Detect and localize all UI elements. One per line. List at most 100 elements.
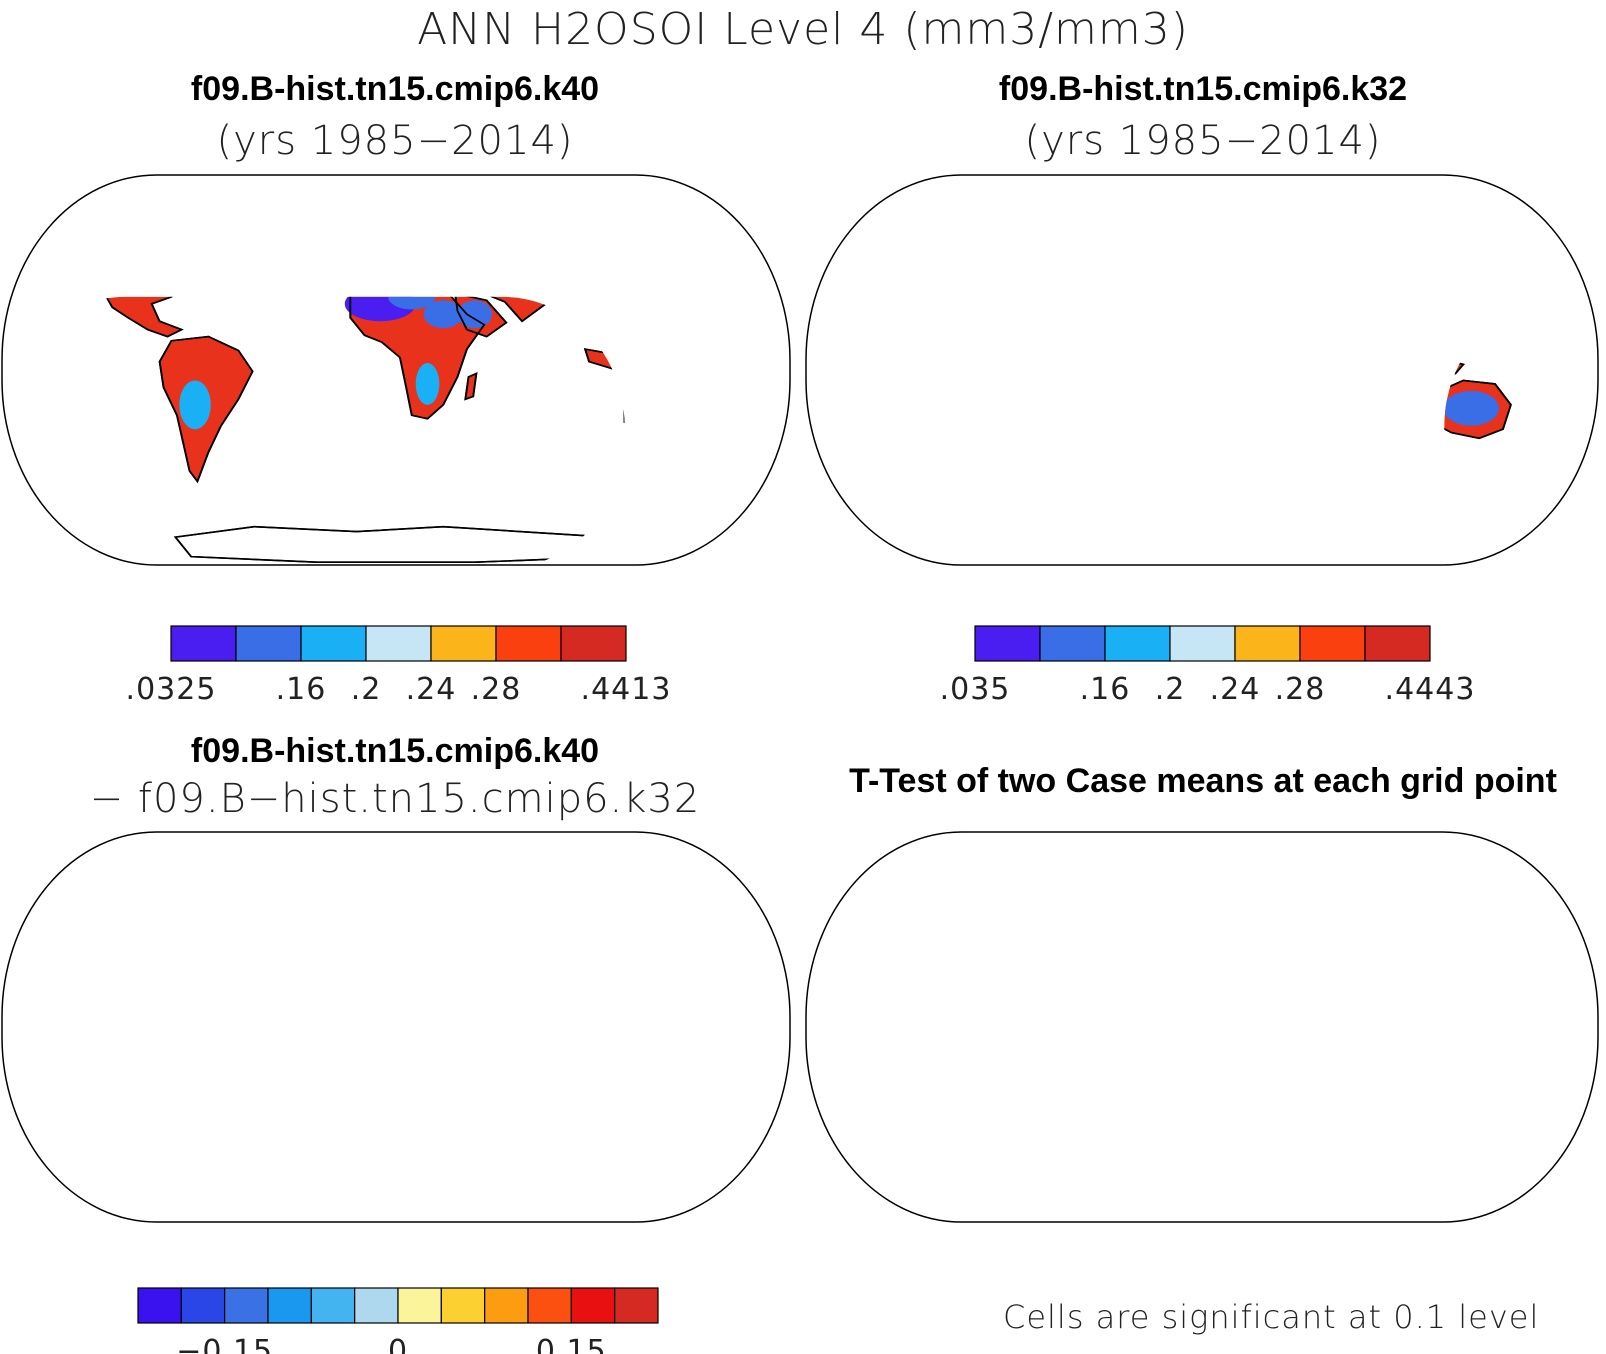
- panel3-case-title: f09.B-hist.tn15.cmip6.k40: [190, 732, 600, 770]
- continent-greenland: [1048, 835, 1117, 872]
- map-border: [805, 831, 1599, 1223]
- coastline-antarctica: [980, 1184, 1439, 1220]
- coastline-eurasia: [1161, 846, 1519, 978]
- coastline-africa: [350, 931, 484, 1076]
- coastline-indonesia: [583, 348, 625, 375]
- map-border: [805, 174, 1599, 566]
- field-blob: [1194, 284, 1242, 309]
- coastline-arabia: [455, 950, 506, 993]
- colorbar-box: [1039, 625, 1106, 662]
- colorbar-box: [1169, 625, 1236, 662]
- coastline-australia: [625, 1037, 704, 1095]
- colorbar-box: [354, 1287, 399, 1324]
- continent-southAmerica: [160, 994, 253, 1139]
- field-blob: [457, 300, 493, 329]
- continent-madagascar: [1272, 373, 1283, 399]
- land-layer: [55, 178, 691, 564]
- coastline-eurasia: [355, 846, 711, 978]
- continent-northAmerica: [861, 852, 1091, 994]
- field-blob: [1289, 932, 1305, 940]
- colorbar-box: [495, 625, 562, 662]
- continent-antarctica: [173, 525, 625, 564]
- field-blob: [652, 1051, 691, 1072]
- field-blob: [1222, 363, 1246, 405]
- coastline-southAmerica: [158, 335, 254, 484]
- colorbar-tick-label: .0325: [126, 672, 217, 707]
- coastline-africa: [349, 296, 486, 420]
- coastline-greenland: [1048, 178, 1117, 215]
- panel1-case-title: f09.B-hist.tn15.cmip6.k40: [190, 70, 600, 108]
- continent-australia: [625, 1037, 704, 1095]
- field-blob: [1234, 229, 1329, 246]
- coastline-madagascar: [464, 372, 478, 401]
- coastline-australia: [1444, 379, 1512, 440]
- coastline-southAmerica: [964, 994, 1057, 1139]
- coastline-southAmerica: [964, 337, 1057, 482]
- colorbar-tick-label: .2: [1155, 672, 1186, 707]
- continent-southAmerica: [964, 337, 1057, 482]
- colorbar-box: [365, 625, 432, 662]
- field-blob: [1398, 1005, 1417, 1013]
- field-blob: [1264, 300, 1299, 328]
- land-layer: [861, 835, 1518, 1219]
- colorbar-box: [397, 1287, 442, 1324]
- field-blob: [1329, 255, 1392, 276]
- panel3-subtitle: − f09.B−hist.tn15.cmip6.k32: [89, 776, 701, 822]
- continent-eurasia: [355, 846, 711, 978]
- continent-indonesia: [583, 348, 625, 375]
- field-blob: [949, 932, 965, 940]
- field-blob: [1151, 286, 1222, 321]
- map-border: [1, 831, 791, 1223]
- coastline-indonesia: [585, 1006, 656, 1030]
- colorbar-tick-label: 0: [388, 1334, 408, 1354]
- colorbar-tick-label: .28: [1275, 672, 1326, 707]
- continent-indonesia: [1444, 348, 1465, 375]
- coastline-eurasia: [1444, 296, 1521, 323]
- continent-greenland: [242, 835, 311, 872]
- continent-northAmerica: [55, 296, 287, 338]
- field-blob: [380, 947, 443, 968]
- field-blob: [428, 229, 523, 246]
- coastline-northAmerica: [57, 852, 286, 994]
- field-blob: [1222, 966, 1246, 977]
- figure-title: ANN H2OSOI Level 4 (mm3/mm3): [417, 4, 1189, 55]
- continent-indonesia: [585, 1006, 656, 1030]
- colorbar-box: [440, 1287, 486, 1324]
- coastline-northAmerica: [861, 852, 1091, 994]
- field-blob: [388, 296, 436, 310]
- colorbar-box: [137, 1287, 182, 1324]
- continent-africa: [349, 296, 486, 420]
- colorbar-box: [1104, 625, 1171, 662]
- field-blob: [467, 239, 546, 264]
- continent-greenland: [242, 178, 311, 215]
- coastline-madagascar: [465, 1030, 476, 1056]
- colorbar-box: [1234, 625, 1301, 662]
- coastline-antarctica: [175, 1184, 632, 1220]
- colorbar-box: [614, 1287, 659, 1324]
- colorbar-box: [310, 1287, 356, 1324]
- coastline-southAmerica: [160, 994, 253, 1139]
- colorbar-box: [570, 1287, 616, 1324]
- coastline-madagascar: [1272, 1030, 1283, 1056]
- field-blob: [85, 241, 124, 262]
- map-panel-1: [1, 174, 791, 566]
- field-blob: [636, 391, 691, 426]
- colorbar-tick-label: .4443: [1385, 672, 1476, 707]
- continent-indonesia: [1392, 1006, 1463, 1030]
- continent-africa: [1156, 931, 1291, 1076]
- coastline-africa: [1156, 931, 1291, 1076]
- continent-africa: [1156, 274, 1291, 419]
- coastline-greenland: [1048, 835, 1117, 872]
- continent-antarctica: [980, 1184, 1439, 1220]
- continent-eurasia: [1161, 846, 1519, 978]
- continent-australia: [623, 379, 625, 440]
- continent-northAmerica: [57, 852, 286, 994]
- field-blob: [522, 255, 585, 276]
- panel2-years: (yrs 1985−2014): [1024, 118, 1382, 164]
- continent-antarctica: [175, 1184, 632, 1220]
- field-blob: [423, 300, 463, 329]
- field-blob: [1444, 390, 1499, 426]
- coastline-indonesia: [1444, 348, 1465, 375]
- colorbar-box: [235, 625, 302, 662]
